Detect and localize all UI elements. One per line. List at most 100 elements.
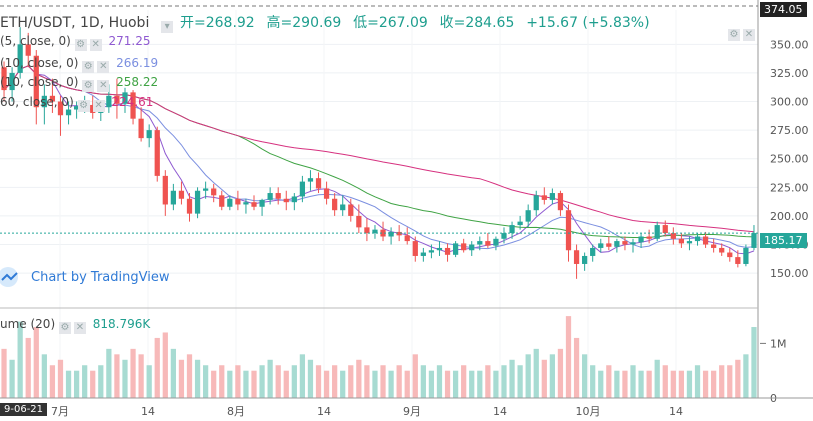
close-icon[interactable]: ✕ <box>92 100 105 112</box>
settings-icon[interactable]: ⚙ <box>82 80 95 92</box>
candle-body <box>146 130 152 139</box>
x-tick-label: 14 <box>317 405 331 418</box>
volume-bar <box>678 370 685 398</box>
candle-body <box>9 72 15 91</box>
candle-body <box>162 175 168 205</box>
candle-body <box>203 188 209 191</box>
volume-bar <box>452 370 459 398</box>
volume-bar <box>493 370 499 398</box>
indicator-ma5: (5, close, 0) ⚙ ✕ 271.25 <box>0 34 150 51</box>
settings-icon[interactable]: ⚙ <box>74 39 87 51</box>
candle-body <box>114 95 120 104</box>
high-value: 高=290.69 <box>266 15 342 31</box>
close-icon[interactable]: ✕ <box>743 29 755 41</box>
close-icon[interactable]: ✕ <box>89 39 102 51</box>
volume-bar <box>90 370 96 398</box>
candle-body <box>404 235 410 242</box>
candle-body <box>65 109 72 116</box>
y-tick-label: 325.00 <box>770 67 809 80</box>
candle-body <box>622 241 628 245</box>
candle-body <box>517 221 523 226</box>
symbol-title: ETH/USDT, 1D, Huobi <box>0 15 150 31</box>
close-value: 收=284.65 <box>439 15 515 31</box>
candle-body <box>307 178 314 182</box>
candle-body <box>694 236 701 242</box>
candle-body <box>420 252 426 256</box>
volume-bar <box>49 365 56 398</box>
x-tick-label: 14 <box>141 405 155 418</box>
volume-bar <box>170 348 176 398</box>
last-price-tag: 185.17 <box>760 233 807 248</box>
ma10-line <box>3 65 755 250</box>
chevron-down-icon[interactable]: ▾ <box>161 21 174 33</box>
volume-tick-label: 1M <box>770 337 787 350</box>
candle-body <box>396 231 402 236</box>
candle-body <box>638 236 644 243</box>
candle-body <box>340 204 346 211</box>
volume-bar <box>606 365 612 398</box>
settings-icon[interactable]: ⚙ <box>77 100 90 112</box>
volume-bar <box>98 365 104 398</box>
close-icon[interactable]: ✕ <box>73 322 86 334</box>
volume-bar <box>194 359 201 398</box>
candle-body <box>122 92 128 104</box>
candle-body <box>444 247 451 255</box>
moving-averages <box>3 65 755 255</box>
candle-body <box>678 238 685 244</box>
candle-body <box>670 233 676 239</box>
settings-icon[interactable]: ⚙ <box>58 322 71 334</box>
volume-bar <box>436 365 443 398</box>
volume-bar <box>711 370 717 398</box>
volume-bar <box>57 359 64 398</box>
candle-body <box>332 198 338 211</box>
candle-body <box>275 193 281 199</box>
candle-body <box>259 199 265 207</box>
volume-bar <box>525 354 531 398</box>
candle-body <box>49 95 56 102</box>
volume-bar <box>420 365 426 398</box>
volume-bar <box>372 370 378 398</box>
volume-bar <box>299 354 306 398</box>
x-tick-label: 9月 <box>403 405 421 418</box>
volume-bar <box>477 370 483 398</box>
candle-body <box>194 190 201 214</box>
volume-bar <box>630 365 636 398</box>
candle-body <box>719 247 725 253</box>
candle-body <box>428 250 435 253</box>
candle-body <box>686 241 693 244</box>
settings-icon[interactable]: ⚙ <box>728 29 740 41</box>
volume-bar <box>743 354 749 398</box>
watermark[interactable]: Chart by TradingView <box>0 266 169 288</box>
volume-bar <box>719 365 725 398</box>
change-value: +15.67 (+5.83%) <box>526 15 650 31</box>
low-value: 低=267.09 <box>353 15 428 31</box>
settings-icon[interactable]: ⚙ <box>82 61 95 73</box>
watermark-text: Chart by TradingView <box>31 269 170 285</box>
volume-bar <box>485 365 491 398</box>
close-icon[interactable]: ✕ <box>97 61 110 73</box>
x-tick-label: 7月 <box>51 405 69 418</box>
volume-bar <box>654 359 660 398</box>
close-icon[interactable]: ✕ <box>97 80 110 92</box>
volume-bar <box>162 332 168 398</box>
x-tick-label: 14 <box>669 405 683 418</box>
candle-body <box>267 193 273 200</box>
y-tick-label: 350.00 <box>770 38 809 51</box>
volume-bar <box>582 354 588 398</box>
indicator-label: (5, close, 0) <box>0 34 71 48</box>
volume-bars <box>1 316 757 398</box>
volume-bar <box>388 370 394 398</box>
top-price-tag: 374.05 <box>760 2 807 17</box>
volume-bar <box>396 365 402 398</box>
candle-body <box>646 236 652 239</box>
indicator-label: (10, close, 0) <box>0 75 79 89</box>
volume-bar <box>307 359 314 398</box>
volume-bar <box>469 370 475 398</box>
volume-value: 818.796K <box>92 317 151 331</box>
volume-bar <box>549 354 555 398</box>
candle-body <box>662 225 668 234</box>
volume-bar <box>598 370 604 398</box>
volume-bar <box>291 365 297 398</box>
candle-body <box>582 255 588 264</box>
